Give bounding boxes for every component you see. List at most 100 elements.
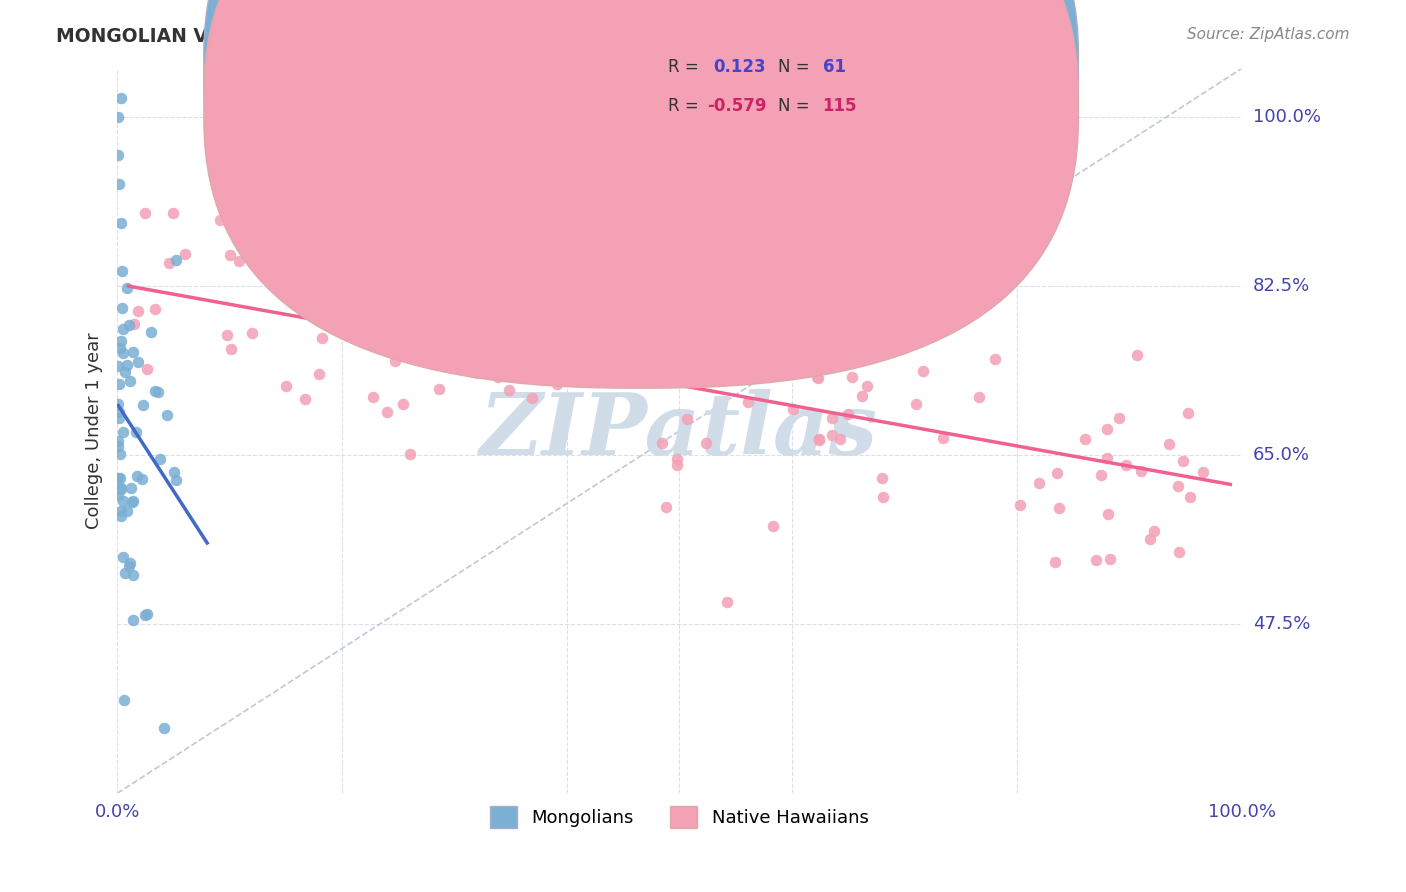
Point (762, 518, 785, 533)
Point (851, 389, 873, 403)
Point (267, 277, 290, 291)
Text: ZIPatlas: ZIPatlas (481, 389, 879, 473)
Point (111, 425, 134, 439)
Point (911, 363, 934, 377)
Point (209, 212, 232, 227)
Point (118, 374, 141, 388)
Point (1139, 532, 1161, 546)
Point (165, 473, 187, 487)
Point (292, 300, 315, 314)
Point (110, 481, 132, 495)
Point (519, 287, 541, 301)
Point (132, 398, 155, 412)
Point (1046, 467, 1069, 481)
Point (111, 264, 134, 278)
Text: 115: 115 (823, 97, 858, 115)
Point (378, 249, 401, 263)
Point (1095, 450, 1118, 465)
Point (110, 216, 132, 230)
Point (931, 431, 953, 445)
Point (143, 384, 166, 398)
Point (537, 312, 560, 326)
Point (446, 306, 468, 320)
Point (1043, 555, 1066, 569)
Point (149, 451, 172, 466)
Point (163, 465, 186, 479)
Point (828, 432, 851, 446)
Point (157, 256, 180, 270)
Point (1047, 500, 1070, 515)
Point (162, 206, 184, 220)
Point (135, 362, 157, 376)
Point (112, 692, 135, 706)
Point (779, 326, 801, 340)
Point (463, 327, 485, 342)
Point (519, 318, 541, 332)
Point (110, 509, 132, 524)
Text: R =: R = (668, 58, 704, 76)
Point (1084, 553, 1107, 567)
Point (124, 425, 146, 439)
Point (439, 282, 461, 296)
Point (143, 302, 166, 317)
Point (723, 339, 745, 353)
Text: MONGOLIAN VS NATIVE HAWAIIAN COLLEGE, UNDER 1 YEAR CORRELATION CHART: MONGOLIAN VS NATIVE HAWAIIAN COLLEGE, UN… (56, 27, 920, 45)
Point (489, 337, 512, 351)
Point (107, 148, 129, 162)
Point (583, 310, 606, 325)
Point (364, 244, 387, 258)
Point (240, 326, 263, 340)
Point (131, 472, 153, 486)
Point (392, 397, 415, 411)
Legend: Mongolians, Native Hawaiians: Mongolians, Native Hawaiians (482, 798, 876, 835)
Point (139, 325, 162, 339)
Text: 61: 61 (823, 58, 845, 76)
Point (472, 364, 495, 378)
Point (107, 359, 129, 374)
Point (156, 408, 179, 422)
Point (1090, 467, 1112, 482)
Point (107, 439, 129, 453)
Point (908, 323, 931, 337)
Point (423, 308, 446, 322)
Point (112, 494, 135, 508)
Point (108, 471, 131, 485)
Point (1178, 491, 1201, 505)
Point (115, 504, 138, 518)
Point (110, 483, 132, 497)
Point (486, 369, 509, 384)
Point (1115, 458, 1137, 472)
Point (1192, 466, 1215, 480)
Point (834, 344, 856, 359)
Point (127, 303, 149, 318)
Point (111, 346, 134, 360)
Text: R =: R = (668, 97, 704, 115)
Point (108, 178, 131, 192)
Point (361, 390, 384, 404)
Text: 47.5%: 47.5% (1253, 615, 1310, 633)
Point (107, 434, 129, 449)
Point (110, 341, 132, 355)
Text: N =: N = (778, 58, 814, 76)
Point (984, 351, 1007, 366)
Point (737, 395, 759, 409)
Point (856, 379, 879, 393)
Point (153, 722, 176, 736)
Point (228, 254, 250, 268)
Point (118, 318, 141, 333)
Point (107, 488, 129, 502)
Point (967, 390, 990, 404)
Point (806, 369, 828, 384)
Y-axis label: College, Under 1 year: College, Under 1 year (86, 333, 103, 529)
Point (110, 504, 132, 518)
Text: 65.0%: 65.0% (1253, 446, 1310, 464)
Point (125, 468, 148, 483)
Point (716, 595, 738, 609)
Point (659, 368, 682, 382)
Point (821, 427, 844, 442)
Point (146, 384, 169, 399)
Point (110, 334, 132, 348)
Point (1099, 552, 1122, 566)
Point (467, 366, 489, 380)
Text: -0.579: -0.579 (707, 97, 766, 115)
